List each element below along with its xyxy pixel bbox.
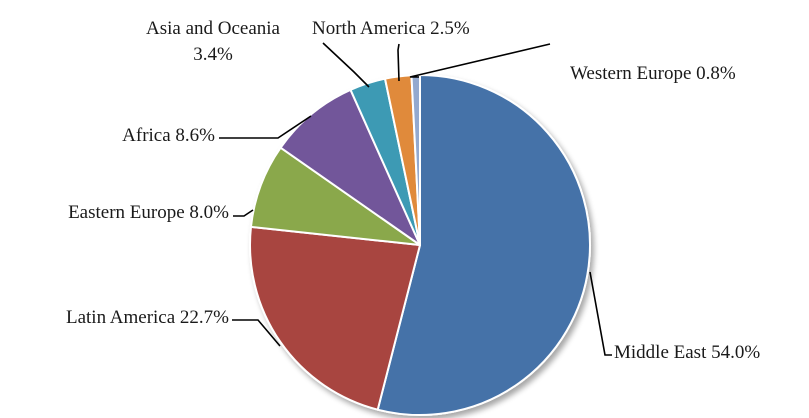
leader-western-europe bbox=[409, 43, 551, 78]
slice-labels: Middle East 54.0% Latin America 22.7% East… bbox=[66, 18, 760, 363]
pie-slices bbox=[249, 73, 591, 416]
label-middle-east: Middle East 54.0% bbox=[614, 342, 760, 363]
leader-latin-america bbox=[232, 319, 281, 347]
label-latin-america: Latin America 22.7% bbox=[66, 307, 229, 328]
leader-lines bbox=[219, 42, 612, 356]
slice-latin-america bbox=[249, 225, 421, 411]
leader-north-america bbox=[397, 43, 400, 82]
label-north-america: North America 2.5% bbox=[312, 18, 470, 39]
leader-eastern-europe bbox=[233, 209, 254, 217]
label-western-europe: Western Europe 0.8% bbox=[570, 63, 736, 84]
slice-middle-east bbox=[376, 74, 591, 416]
label-eastern-europe: Eastern Europe 8.0% bbox=[68, 202, 229, 223]
leader-middle-east bbox=[589, 271, 612, 356]
leader-africa bbox=[219, 115, 312, 139]
leader-asia-and-oceania bbox=[322, 42, 370, 88]
label-africa: Africa 8.6% bbox=[122, 125, 215, 146]
label-asia-and-oceania: Asia and Oceania 3.4% bbox=[146, 18, 281, 65]
slice-africa bbox=[279, 88, 421, 246]
